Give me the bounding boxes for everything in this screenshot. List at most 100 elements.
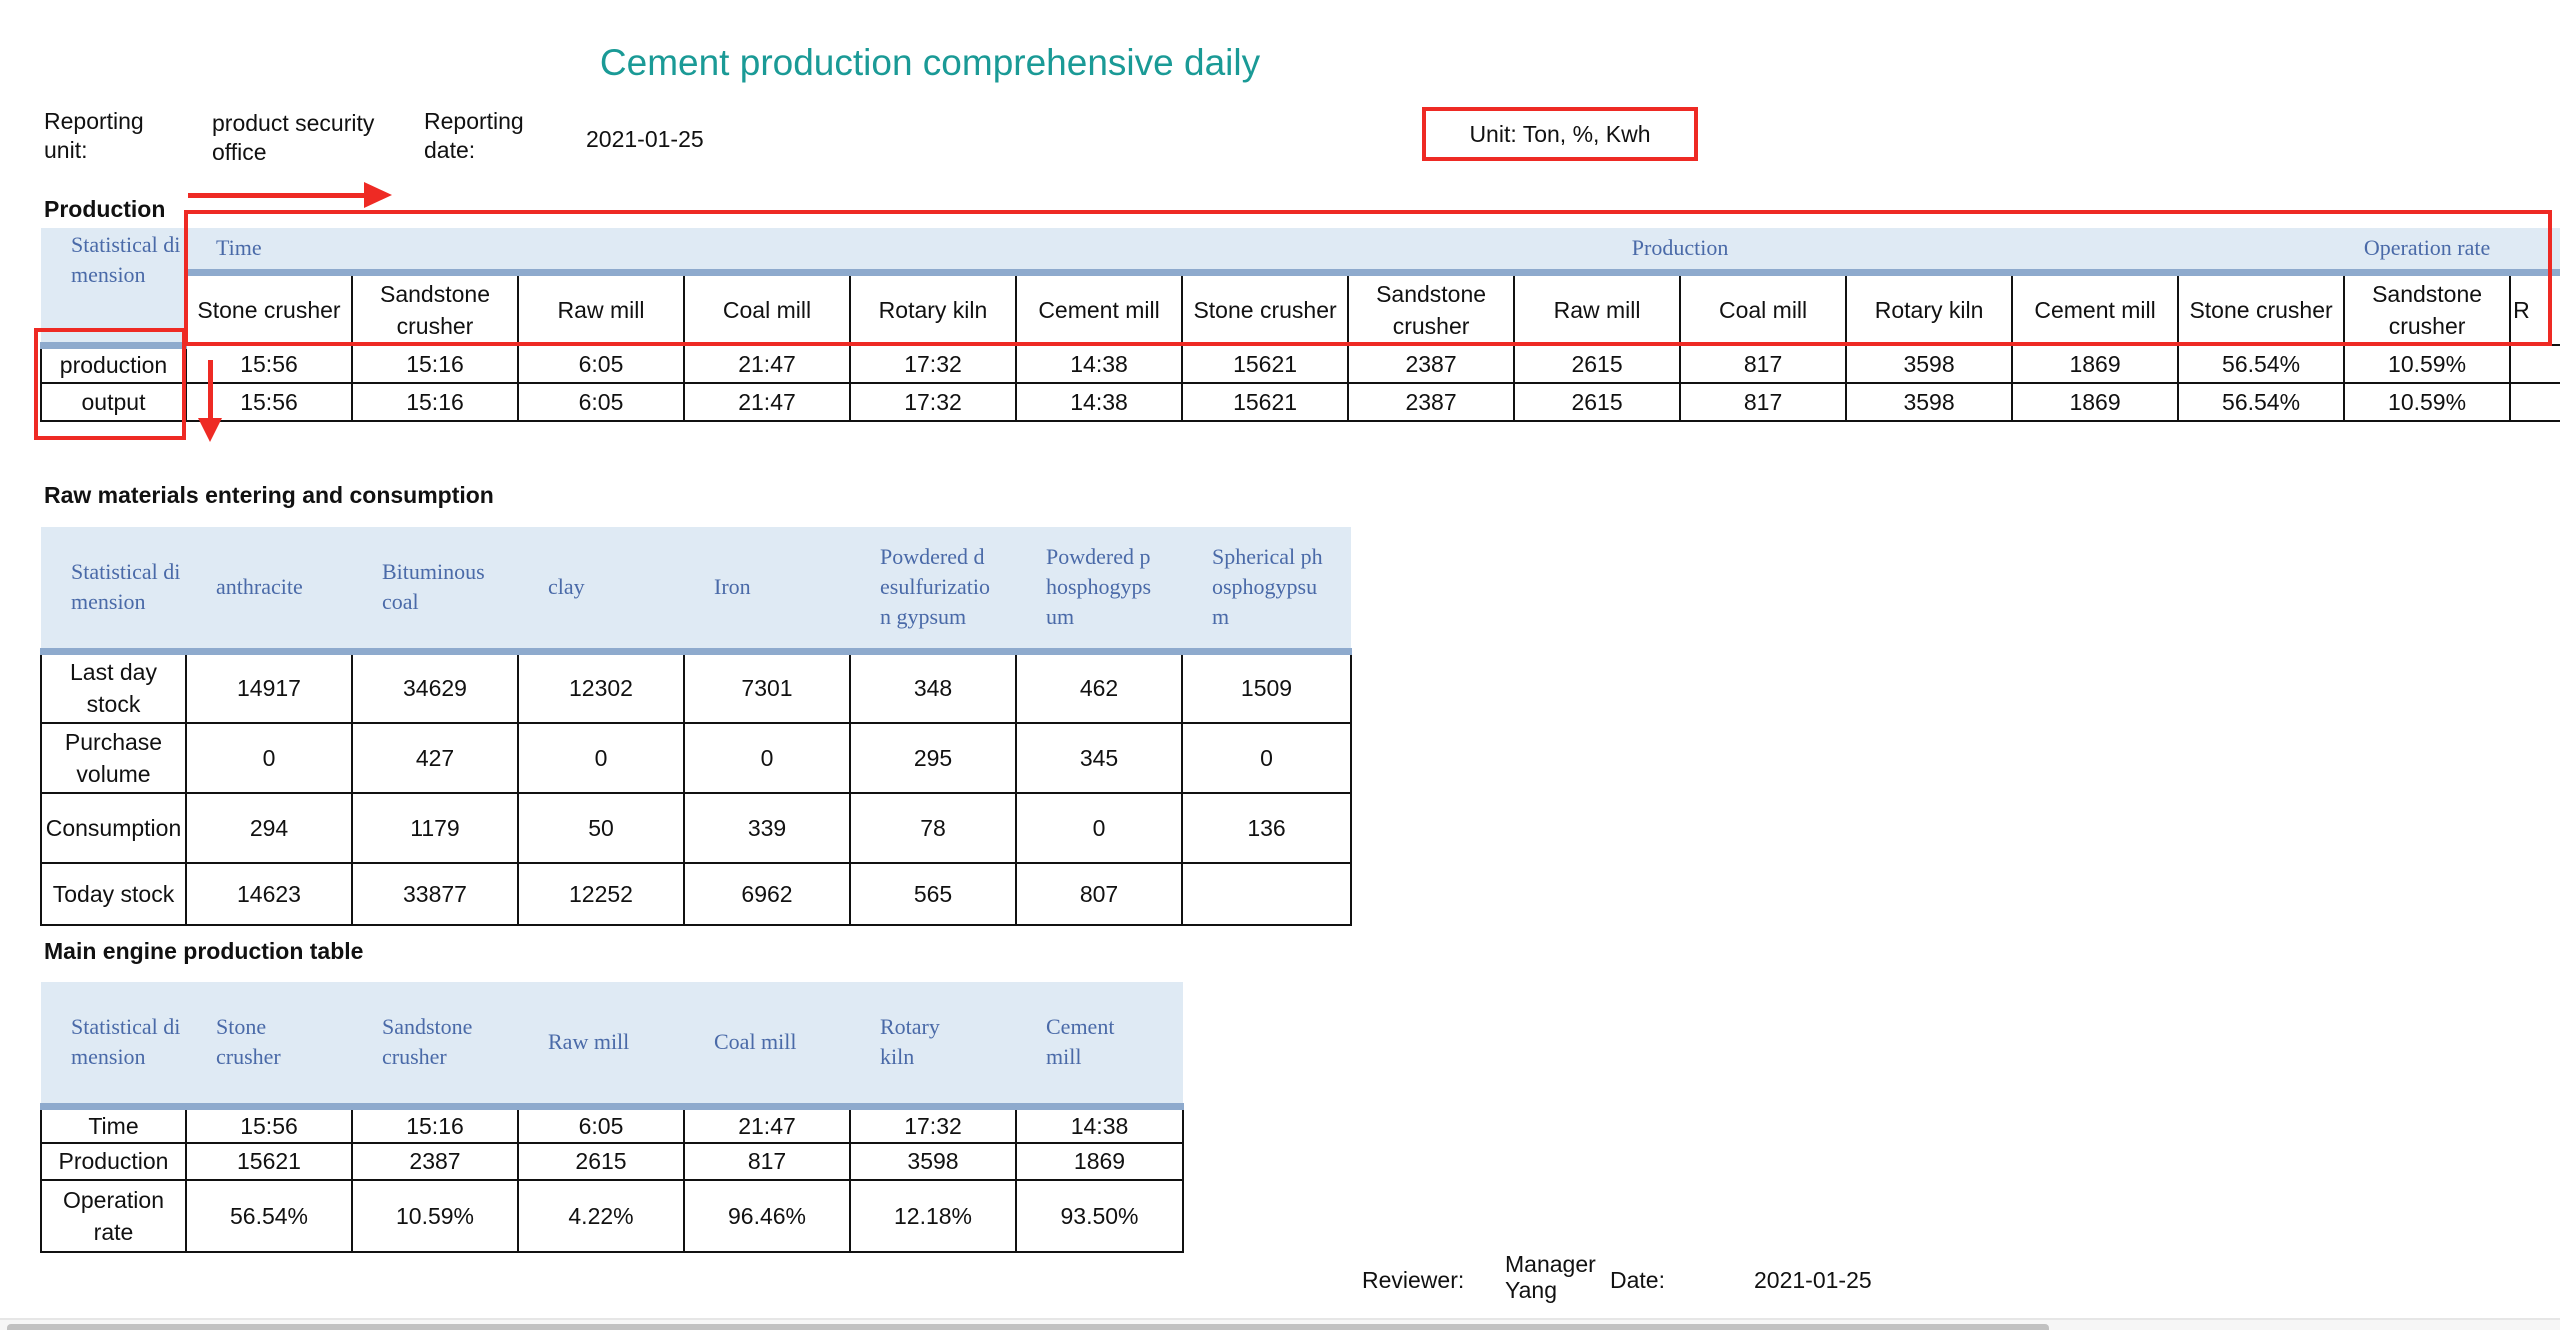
table-cell: 12.18% bbox=[849, 1178, 1017, 1253]
table-cell: 7301 bbox=[683, 650, 851, 724]
table-cell: 2387 bbox=[1347, 382, 1516, 422]
table-cell: 6:05 bbox=[517, 382, 685, 422]
table-cell: 1869 bbox=[2011, 344, 2180, 384]
column-header: Stone crusher bbox=[1181, 272, 1350, 346]
section-label-main-engine: Main engine production table bbox=[44, 938, 364, 964]
table-cell: 56.54% bbox=[2177, 344, 2346, 384]
raw-materials-table: Statistical dimension anthracite Bitumin… bbox=[40, 527, 1352, 926]
table-cell: 96.46% bbox=[683, 1178, 851, 1253]
footer-date-value: 2021-01-25 bbox=[1754, 1267, 1872, 1293]
reporting-date-label: Reporting date: bbox=[424, 108, 524, 163]
row-label: Purchase volume bbox=[40, 722, 187, 794]
table-cell: 21:47 bbox=[683, 382, 851, 422]
column-header: Spherical phosphogypsum bbox=[1182, 527, 1351, 655]
column-header: Iron bbox=[684, 527, 850, 655]
column-header: Coal mill bbox=[683, 272, 851, 346]
table-cell: 56.54% bbox=[2177, 382, 2346, 422]
reviewer-value: Manager Yang bbox=[1505, 1251, 1596, 1303]
column-header: Stone crusher bbox=[2177, 272, 2346, 346]
column-header: Bituminous coal bbox=[352, 527, 518, 655]
main-engine-table: Statistical dimension Stone crusher Sand… bbox=[40, 982, 1184, 1253]
table-cell: 817 bbox=[1679, 344, 1848, 384]
table-cell bbox=[2509, 382, 2560, 422]
table-row: Today stock 14623 33877 12252 6962 565 8… bbox=[40, 862, 1352, 926]
table-cell: 295 bbox=[849, 722, 1017, 794]
table-cell: 2387 bbox=[1347, 344, 1516, 384]
table-cell: 14:38 bbox=[1014, 344, 1184, 384]
table-row: production 15:56 15:16 6:05 21:47 17:32 … bbox=[40, 344, 2560, 384]
table-cell: 6:05 bbox=[517, 1105, 685, 1144]
column-header: Raw mill bbox=[518, 982, 684, 1110]
row-label: Consumption bbox=[40, 792, 187, 864]
section-label-raw-materials: Raw materials entering and consumption bbox=[44, 482, 494, 508]
table-cell: 15:16 bbox=[351, 382, 519, 422]
table-cell: 15:16 bbox=[351, 1105, 519, 1144]
table-cell: 6:05 bbox=[517, 344, 685, 384]
table-cell: 3598 bbox=[1845, 382, 2014, 422]
table-cell: 1869 bbox=[2011, 382, 2180, 422]
page-title: Cement production comprehensive daily bbox=[599, 42, 1261, 83]
annotation-arrow-right-icon bbox=[188, 182, 392, 208]
column-header: Coal mill bbox=[684, 982, 850, 1110]
table-cell: 6962 bbox=[683, 862, 851, 926]
table-cell: 0 bbox=[683, 722, 851, 794]
table-cell: 807 bbox=[1015, 862, 1183, 926]
table-cell: 56.54% bbox=[185, 1178, 353, 1253]
row-label: Last day stock bbox=[40, 650, 187, 724]
table-cell: 50 bbox=[517, 792, 685, 864]
table-cell: 78 bbox=[849, 792, 1017, 864]
table-cell: 15:56 bbox=[185, 1105, 353, 1144]
table-cell: 15621 bbox=[185, 1141, 353, 1181]
table-cell: 12302 bbox=[517, 650, 685, 724]
table-cell: 10.59% bbox=[2343, 344, 2512, 384]
table-cell: 0 bbox=[1181, 722, 1352, 794]
row-label: production bbox=[40, 344, 187, 384]
unit-text: Unit: Ton, %, Kwh bbox=[1469, 120, 1651, 147]
table-cell: 2615 bbox=[517, 1141, 685, 1181]
table-cell: 462 bbox=[1015, 650, 1183, 724]
table-cell: 12252 bbox=[517, 862, 685, 926]
table-cell: 2615 bbox=[1513, 344, 1682, 384]
table-cell: 1869 bbox=[1015, 1141, 1184, 1181]
table-cell: 10.59% bbox=[351, 1178, 519, 1253]
table-cell: 565 bbox=[849, 862, 1017, 926]
column-header: Powdered phosphogypsum bbox=[1016, 527, 1182, 655]
footer-date-label: Date: bbox=[1610, 1267, 1665, 1293]
column-header: Coal mill bbox=[1679, 272, 1848, 346]
table-row: Operation rate 56.54% 10.59% 4.22% 96.46… bbox=[40, 1178, 1184, 1253]
table-cell: 2387 bbox=[351, 1141, 519, 1181]
row-label: Today stock bbox=[40, 862, 187, 926]
table-cell: 1509 bbox=[1181, 650, 1352, 724]
row-label: output bbox=[40, 382, 187, 422]
horizontal-scrollbar-thumb[interactable] bbox=[7, 1324, 2049, 1330]
row-label: Operation rate bbox=[40, 1178, 187, 1253]
table-cell: 3598 bbox=[1845, 344, 2014, 384]
column-header: Cement mill bbox=[1014, 272, 1184, 346]
table-cell: 1179 bbox=[351, 792, 519, 864]
table-cell: 3598 bbox=[849, 1141, 1017, 1181]
table-cell: 93.50% bbox=[1015, 1178, 1184, 1253]
column-header: Raw mill bbox=[1513, 272, 1682, 346]
dimension-header: Statistical dimension bbox=[41, 982, 186, 1110]
table-cell: 17:32 bbox=[849, 382, 1017, 422]
table-cell: 0 bbox=[517, 722, 685, 794]
column-header: Rotary kiln bbox=[849, 272, 1017, 346]
table-cell: 17:32 bbox=[849, 1105, 1017, 1144]
dimension-header: Statistical dimension bbox=[41, 228, 186, 349]
table-cell: 817 bbox=[683, 1141, 851, 1181]
unit-annotation-box: Unit: Ton, %, Kwh bbox=[1422, 107, 1698, 161]
table-cell: 14:38 bbox=[1015, 1105, 1184, 1144]
table-cell: 21:47 bbox=[683, 1105, 851, 1144]
column-header: Sandstone crusher bbox=[352, 982, 518, 1110]
table-cell: 15621 bbox=[1181, 344, 1350, 384]
dimension-header: Statistical dimension bbox=[41, 527, 186, 655]
group-header-time: Time bbox=[186, 228, 1183, 276]
table-cell: 348 bbox=[849, 650, 1017, 724]
column-header: Powdered desulfurization gypsum bbox=[850, 527, 1016, 655]
table-row: Last day stock 14917 34629 12302 7301 34… bbox=[40, 650, 1352, 724]
column-header: R bbox=[2509, 272, 2560, 346]
table-cell: 34629 bbox=[351, 650, 519, 724]
table-row: Purchase volume 0 427 0 0 295 345 0 bbox=[40, 722, 1352, 794]
column-header: clay bbox=[518, 527, 684, 655]
